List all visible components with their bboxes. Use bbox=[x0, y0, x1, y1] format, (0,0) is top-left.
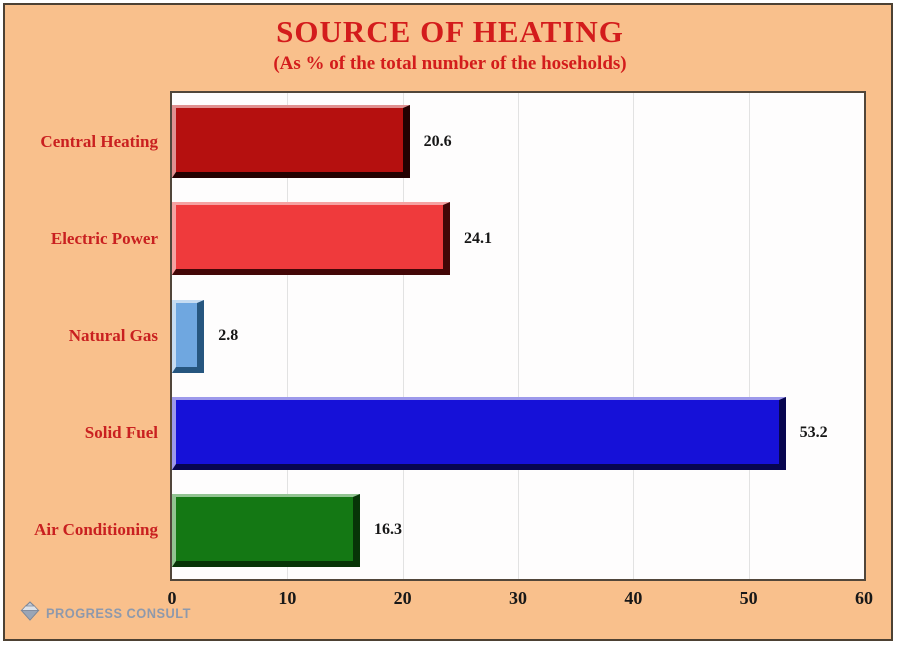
value-label: 24.1 bbox=[463, 229, 492, 247]
x-axis-tick: 20 bbox=[393, 588, 412, 608]
bar-air-conditioning bbox=[172, 493, 360, 567]
bar-electric-power bbox=[172, 202, 450, 276]
bar-solid-fuel bbox=[172, 396, 786, 470]
x-axis-tick: 60 bbox=[855, 588, 873, 608]
bar-natural-gas bbox=[172, 299, 205, 373]
x-axis-tick: 30 bbox=[509, 588, 527, 608]
bar-central-heating bbox=[172, 105, 410, 179]
gridline bbox=[287, 93, 289, 579]
category-label: Central Heating bbox=[40, 131, 158, 151]
value-label: 20.6 bbox=[423, 132, 452, 150]
value-label: 53.2 bbox=[799, 424, 828, 442]
gridline bbox=[748, 93, 750, 579]
category-label: Air Conditioning bbox=[34, 520, 158, 540]
category-label: Solid Fuel bbox=[84, 423, 158, 443]
diamond-gem-icon bbox=[20, 601, 40, 626]
gridline bbox=[633, 93, 635, 579]
logo: PROGRESS CONSULT bbox=[20, 601, 199, 626]
chart-subtitle: (As % of the total number of the hosehol… bbox=[273, 53, 627, 74]
category-label: Electric Power bbox=[50, 228, 158, 248]
gridline bbox=[518, 93, 519, 579]
gridline bbox=[402, 93, 404, 579]
value-label: 2.8 bbox=[218, 327, 239, 344]
category-label: Natural Gas bbox=[68, 326, 158, 345]
x-axis-tick: 40 bbox=[624, 588, 643, 608]
x-axis-tick: 10 bbox=[278, 588, 297, 608]
logo-text: PROGRESS CONSULT bbox=[46, 606, 191, 621]
value-label: 16.3 bbox=[373, 521, 402, 539]
x-axis-tick: 50 bbox=[739, 588, 758, 608]
chart-title: SOURCE OF HEATING bbox=[276, 14, 624, 49]
x-axis-tick: 0 bbox=[167, 588, 177, 608]
plot-area bbox=[170, 91, 866, 581]
